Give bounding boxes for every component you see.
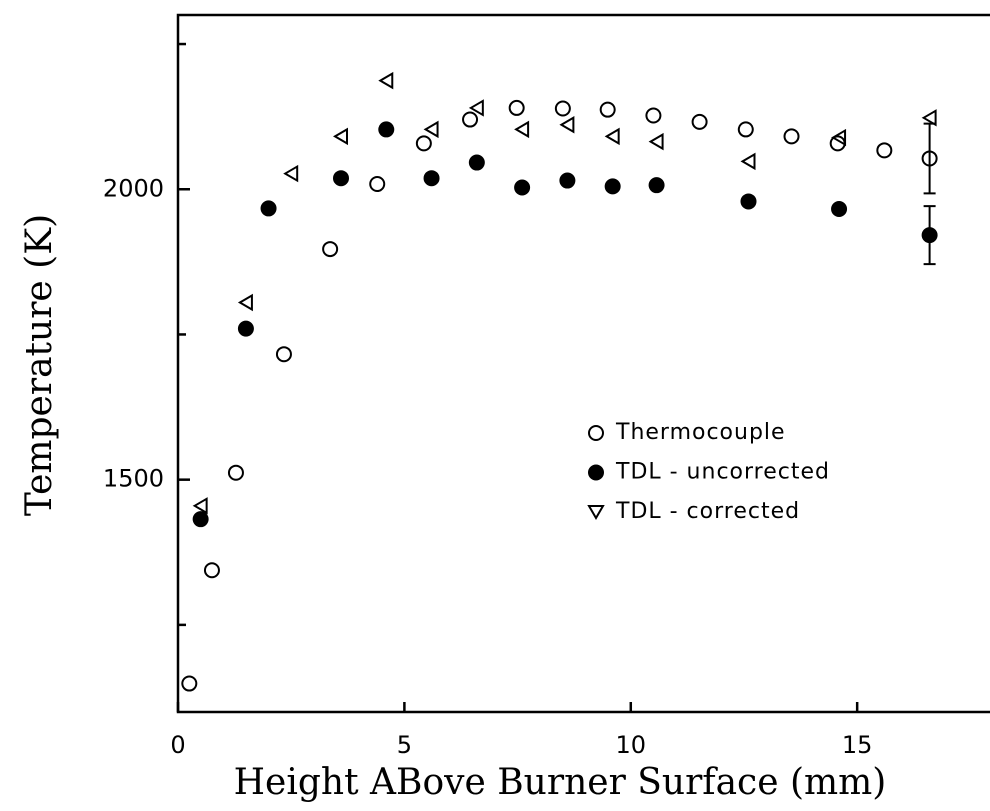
- point: [468, 154, 485, 171]
- x-axis-label: Height ABove Burner Surface (mm): [234, 762, 887, 803]
- point: [831, 200, 848, 217]
- point: [559, 172, 576, 189]
- point: [645, 107, 662, 124]
- legend-marker: [588, 464, 604, 481]
- point: [514, 120, 530, 139]
- point: [227, 464, 244, 481]
- point: [423, 170, 440, 187]
- legend-label: TDL - uncorrected: [615, 460, 830, 485]
- point: [378, 121, 395, 138]
- point: [333, 170, 349, 187]
- x-tick-label: 15: [842, 731, 873, 759]
- point: [192, 511, 209, 528]
- point: [237, 293, 253, 312]
- point: [691, 113, 708, 130]
- point: [921, 227, 938, 244]
- point: [783, 128, 800, 145]
- point: [604, 178, 621, 195]
- point: [415, 135, 432, 152]
- point: [514, 179, 531, 196]
- point: [378, 71, 394, 90]
- point: [181, 675, 198, 692]
- x-tick-label: 10: [616, 731, 647, 759]
- point: [369, 176, 386, 193]
- point: [604, 127, 620, 146]
- legend-marker: [587, 505, 605, 520]
- point: [599, 101, 616, 118]
- point: [921, 150, 938, 167]
- x-tick-label: 5: [397, 731, 412, 759]
- point: [648, 132, 664, 151]
- axis-frame: [176, 13, 990, 714]
- point: [740, 152, 756, 171]
- point: [508, 99, 525, 116]
- point: [921, 109, 937, 127]
- y-axis-label: Temperature (K): [19, 214, 60, 516]
- point: [203, 562, 220, 579]
- point: [192, 497, 208, 515]
- point: [237, 320, 254, 337]
- x-tick-label: 0: [170, 731, 185, 759]
- y-tick-label: 2000: [103, 174, 164, 202]
- error-bar: [923, 122, 936, 195]
- point: [462, 111, 479, 128]
- legend-label: TDL - corrected: [615, 499, 800, 524]
- point: [468, 99, 484, 117]
- point: [275, 346, 292, 363]
- point: [554, 100, 571, 117]
- point: [876, 142, 893, 159]
- point: [283, 164, 299, 183]
- point: [831, 128, 847, 147]
- point: [260, 200, 277, 217]
- point: [737, 121, 754, 138]
- y-tick-label: 1500: [103, 465, 164, 493]
- point: [559, 116, 575, 134]
- legend-marker: [588, 425, 604, 441]
- point: [648, 177, 665, 194]
- point: [740, 193, 757, 210]
- point: [333, 127, 348, 146]
- point: [423, 120, 439, 139]
- legend-label: Thermocouple: [615, 420, 786, 445]
- point: [322, 241, 339, 258]
